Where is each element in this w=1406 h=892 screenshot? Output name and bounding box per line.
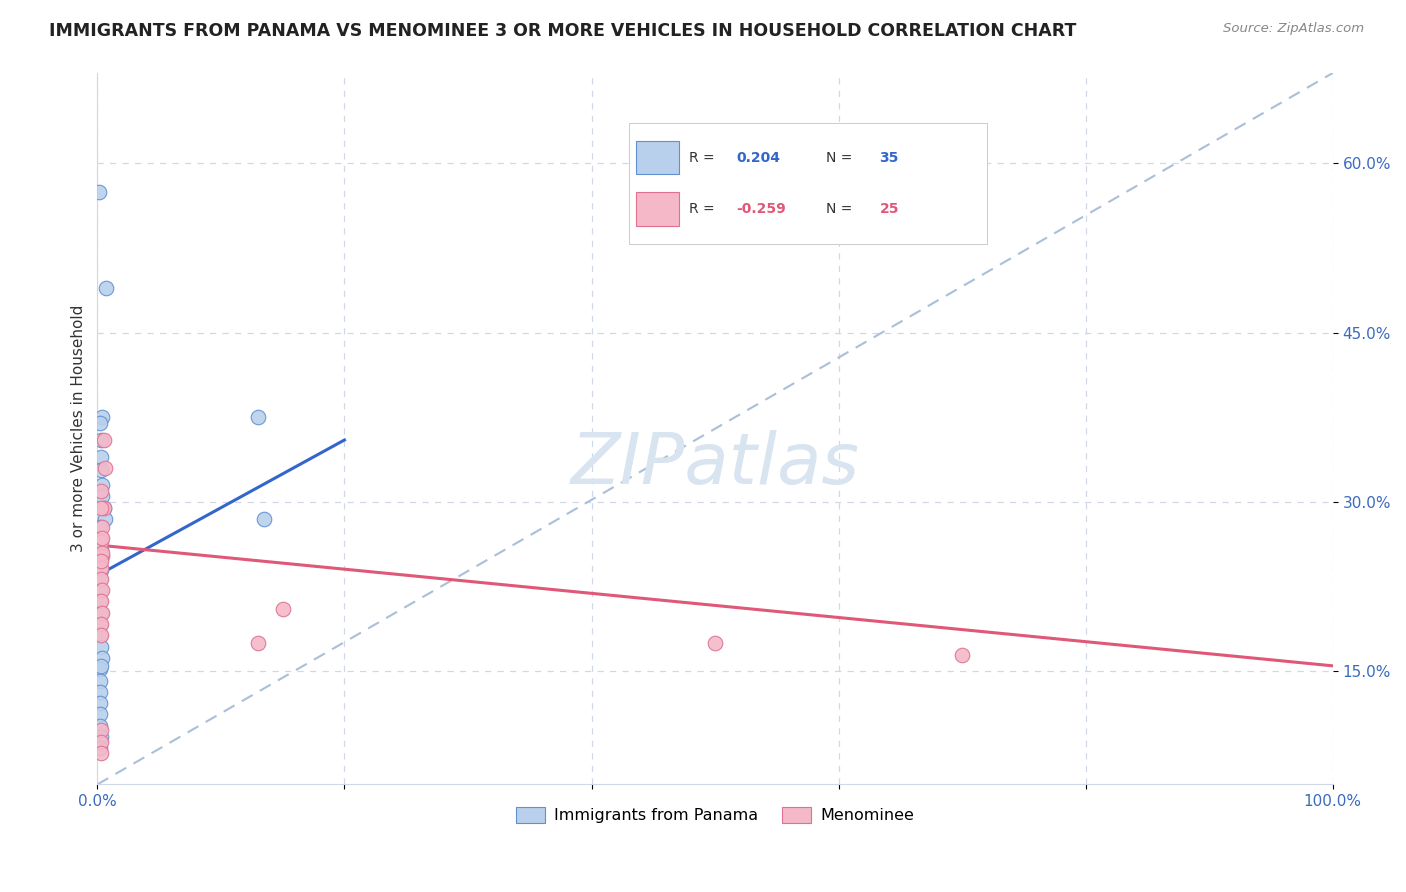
Y-axis label: 3 or more Vehicles in Household: 3 or more Vehicles in Household	[72, 305, 86, 552]
Point	[90, 746, 112, 760]
Text: Source: ZipAtlas.com: Source: ZipAtlas.com	[1223, 22, 1364, 36]
Point	[89, 416, 111, 430]
Point	[89, 662, 111, 676]
Point	[90, 628, 112, 642]
Point	[91, 531, 114, 545]
Point	[94, 512, 117, 526]
Point	[90, 483, 112, 498]
Point	[90, 534, 112, 549]
Point	[89, 583, 111, 598]
Point	[90, 594, 112, 608]
Point	[704, 636, 727, 650]
Point	[91, 520, 114, 534]
Point	[89, 572, 111, 586]
Point	[90, 463, 112, 477]
Point	[91, 478, 114, 492]
Point	[271, 602, 294, 616]
Point	[90, 542, 112, 557]
Point	[89, 554, 111, 568]
Point	[91, 410, 114, 425]
Point	[90, 433, 112, 447]
Point	[93, 433, 115, 447]
Point	[90, 450, 112, 464]
Point	[91, 549, 114, 564]
Point	[90, 734, 112, 748]
Point	[89, 617, 111, 632]
Text: ZIPatlas: ZIPatlas	[571, 430, 859, 499]
Point	[89, 594, 111, 608]
Point	[87, 185, 110, 199]
Point	[90, 658, 112, 673]
Point	[253, 512, 276, 526]
Point	[89, 707, 111, 722]
Point	[90, 606, 112, 620]
Point	[91, 490, 114, 504]
Legend: Immigrants from Panama, Menominee: Immigrants from Panama, Menominee	[509, 801, 921, 830]
Point	[89, 696, 111, 710]
Point	[950, 648, 973, 662]
Point	[90, 730, 112, 744]
Point	[94, 461, 117, 475]
Point	[89, 520, 111, 534]
Text: IMMIGRANTS FROM PANAMA VS MENOMINEE 3 OR MORE VEHICLES IN HOUSEHOLD CORRELATION : IMMIGRANTS FROM PANAMA VS MENOMINEE 3 OR…	[49, 22, 1077, 40]
Point	[90, 572, 112, 586]
Point	[91, 606, 114, 620]
Point	[89, 685, 111, 699]
Point	[93, 500, 115, 515]
Point	[89, 673, 111, 688]
Point	[91, 546, 114, 560]
Point	[90, 640, 112, 654]
Point	[90, 617, 112, 632]
Point	[89, 741, 111, 756]
Point	[93, 500, 115, 515]
Point	[91, 583, 114, 598]
Point	[246, 636, 269, 650]
Point	[89, 719, 111, 733]
Point	[90, 560, 112, 574]
Point	[246, 410, 269, 425]
Point	[89, 628, 111, 642]
Point	[94, 280, 117, 294]
Point	[91, 651, 114, 665]
Point	[90, 554, 112, 568]
Point	[90, 563, 112, 577]
Point	[90, 500, 112, 515]
Point	[90, 531, 112, 545]
Point	[90, 723, 112, 738]
